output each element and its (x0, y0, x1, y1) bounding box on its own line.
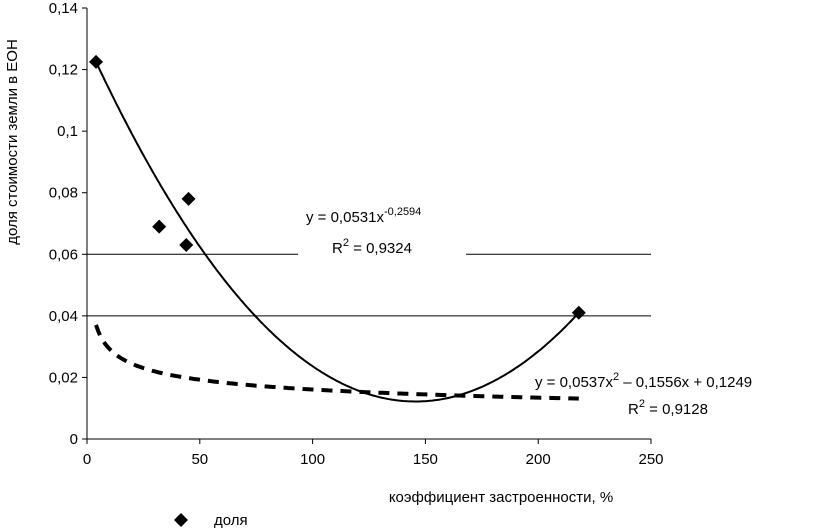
data-points (89, 54, 586, 320)
poly-equation: y = 0,0537x2 – 0,1556x + 0,1249 (535, 371, 752, 391)
y-tick-label: 0,02 (49, 369, 78, 386)
y-axis-title: доля стоимости земли в ЕОН (4, 39, 21, 245)
y-tick-label: 0,06 (49, 246, 78, 263)
x-tick-label: 200 (526, 451, 551, 468)
y-tick-label: 0,12 (49, 62, 78, 79)
tick-labels: 0 0,02 0,04 0,06 0,08 0,1 0,12 0,14 0 50 100 150 200… (49, 0, 664, 468)
x-tick-label: 250 (638, 451, 663, 468)
y-tick-label: 0 (70, 431, 78, 448)
data-point (89, 54, 104, 69)
y-tick-label: 0,14 (49, 0, 78, 17)
legend: доля (174, 512, 248, 528)
power-equation: y = 0,0531x-0,2594 (306, 206, 421, 226)
power-trendline (94, 324, 579, 401)
power-equation-mask (298, 201, 466, 265)
polynomial-trendline (95, 61, 580, 403)
data-point (181, 191, 196, 206)
x-tick-label: 50 (191, 451, 208, 468)
x-tick-label: 150 (413, 451, 438, 468)
y-tick-label: 0,04 (49, 308, 78, 325)
x-tick-label: 100 (300, 451, 325, 468)
legend-label: доля (214, 512, 248, 528)
x-tick-label: 0 (83, 451, 91, 468)
data-point (179, 238, 194, 253)
trendlines (94, 61, 580, 403)
poly-r2: R2 = 0,9128 (628, 398, 708, 418)
data-point (571, 305, 586, 320)
power-r2: R2 = 0,9324 (332, 237, 412, 257)
y-tick-label: 0,08 (49, 185, 78, 202)
x-axis-title: коэффициент застроенности, % (389, 489, 613, 506)
y-tick-label: 0,1 (57, 123, 78, 140)
data-point (152, 219, 167, 234)
axes (86, 8, 651, 440)
legend-marker (174, 513, 188, 527)
